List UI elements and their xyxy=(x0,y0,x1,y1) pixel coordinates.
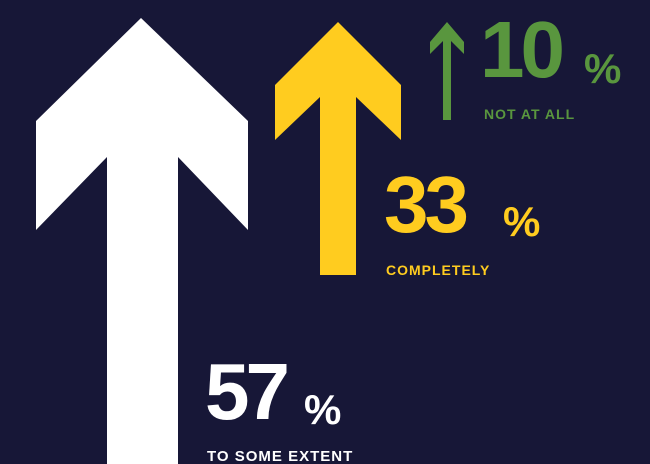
category-label-not-at-all: NOT AT ALL xyxy=(484,106,576,122)
value-label-to-some-extent: 57 xyxy=(205,347,290,436)
value-label-not-at-all: 10 xyxy=(480,5,565,94)
category-label-completely: COMPLETELY xyxy=(386,262,491,278)
arrow-completely xyxy=(275,22,401,275)
arrow-not-at-all xyxy=(430,22,464,120)
arrow-to-some-extent xyxy=(36,18,248,464)
value-label-completely: 33 xyxy=(384,160,469,249)
percent-sign-not-at-all: % xyxy=(584,45,622,92)
percent-sign-completely: % xyxy=(503,198,541,245)
percent-sign-to-some-extent: % xyxy=(304,386,342,433)
category-label-to-some-extent: TO SOME EXTENT xyxy=(207,448,354,464)
